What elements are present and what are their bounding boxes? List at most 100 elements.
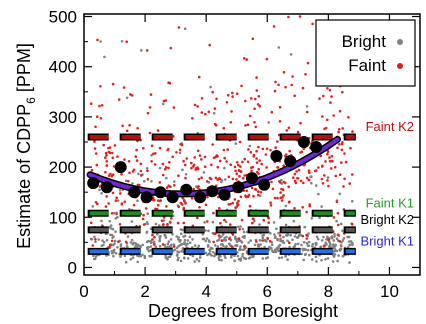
faint-point	[235, 92, 239, 95]
faint-point	[335, 200, 339, 204]
x-axis-title: Degrees from Boresight	[148, 301, 338, 321]
faint-point	[110, 212, 114, 215]
bright-point	[335, 249, 339, 253]
bright-point	[114, 252, 118, 255]
median-point	[100, 181, 113, 194]
faint-point	[142, 213, 145, 217]
faint-point	[238, 174, 241, 178]
bright-point	[150, 153, 153, 157]
bright-point	[182, 242, 186, 246]
faint-point	[336, 233, 340, 237]
faint-point	[136, 127, 139, 130]
faint-point	[205, 180, 209, 183]
bright-point	[112, 254, 115, 258]
bright-point	[126, 245, 129, 249]
bright-point	[165, 176, 168, 180]
faint-point	[245, 58, 248, 61]
faint-point	[267, 221, 271, 224]
bright-point	[289, 233, 292, 237]
faint-point	[96, 202, 99, 206]
bright-point	[98, 188, 101, 192]
bright-point	[272, 221, 276, 224]
faint-point	[317, 166, 320, 169]
faint-point	[244, 124, 247, 127]
faint-point	[161, 173, 165, 177]
faint-point	[110, 151, 114, 155]
bright-point	[116, 199, 120, 202]
bright-point	[315, 235, 319, 239]
faint-point	[210, 163, 213, 167]
faint-point	[254, 188, 258, 191]
faint-point	[233, 198, 237, 201]
bright-point	[236, 251, 239, 254]
bright-point	[275, 227, 278, 230]
faint-point	[291, 75, 294, 78]
faint-point	[247, 148, 250, 151]
faint-point	[93, 140, 96, 143]
legend-box	[315, 19, 416, 87]
faint-point	[322, 94, 325, 98]
faint-point	[191, 117, 194, 120]
faint-point	[146, 111, 150, 115]
faint-point	[162, 216, 166, 219]
faint-point	[269, 148, 272, 152]
bright-point	[207, 239, 211, 242]
faint-point	[351, 173, 354, 176]
y-axis-title-subscript: 6	[24, 97, 38, 104]
faint-point	[134, 155, 138, 158]
faint-point	[351, 130, 354, 133]
bright-point	[179, 228, 183, 231]
bright-point	[326, 257, 330, 260]
faint-point	[323, 174, 326, 177]
faint-point	[302, 147, 306, 151]
legend-entry-label: Faint	[348, 56, 386, 75]
bright-point	[288, 245, 291, 249]
faint-point	[192, 187, 195, 191]
faint-point	[322, 244, 326, 248]
bright-point	[158, 224, 161, 227]
faint-point	[235, 172, 238, 176]
faint-point	[213, 122, 217, 126]
faint-point	[107, 202, 110, 205]
bright-point	[102, 240, 106, 244]
bright-point	[310, 175, 313, 178]
bright-point	[243, 256, 246, 260]
bright-point	[284, 204, 288, 208]
faint-point	[212, 211, 215, 215]
faint-point	[326, 87, 329, 90]
faint-point	[274, 146, 278, 149]
faint-point	[160, 219, 164, 223]
median-point	[166, 191, 179, 204]
median-point	[232, 181, 245, 194]
median-point	[87, 177, 100, 190]
bright-point	[326, 176, 330, 179]
faint-point	[305, 237, 309, 240]
bright-point	[116, 246, 119, 249]
bright-point	[145, 167, 149, 170]
bright-point	[348, 261, 351, 264]
faint-point	[225, 101, 229, 104]
bright-point	[310, 181, 313, 185]
faint-point	[255, 76, 258, 79]
bright-point	[111, 236, 114, 240]
faint-point	[296, 130, 300, 134]
faint-point	[293, 94, 297, 98]
median-point	[310, 141, 323, 153]
faint-point	[146, 169, 149, 173]
bright-point	[293, 244, 297, 248]
faint-point	[216, 178, 219, 181]
bright-point	[332, 255, 336, 258]
faint-point	[109, 243, 112, 247]
faint-point	[212, 240, 215, 244]
faint-point	[251, 217, 255, 221]
bright-point	[119, 243, 123, 246]
faint-point	[113, 144, 117, 147]
bright-point	[234, 235, 237, 239]
bright-point	[183, 27, 187, 31]
faint-point	[142, 223, 146, 226]
bright-point	[137, 254, 141, 258]
faint-point	[212, 156, 216, 160]
faint-point	[294, 181, 298, 185]
faint-point	[95, 115, 99, 118]
faint-point	[323, 127, 326, 131]
